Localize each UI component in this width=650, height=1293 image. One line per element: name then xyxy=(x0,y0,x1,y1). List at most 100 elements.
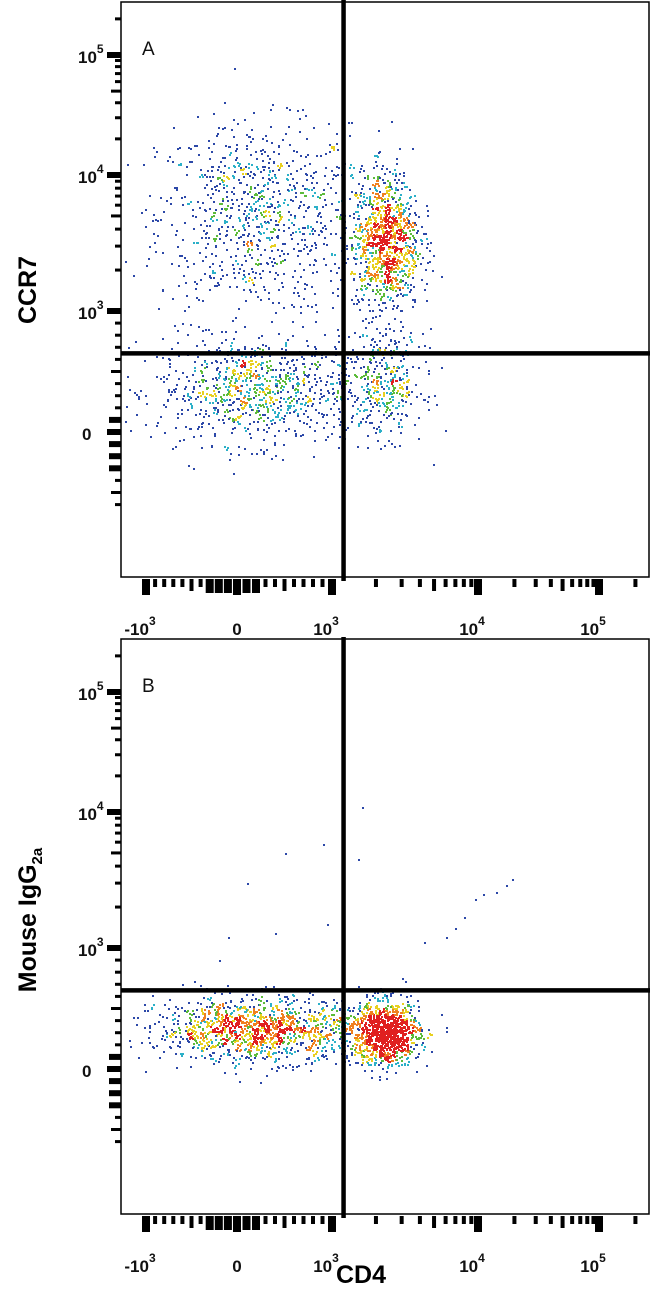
event-dot xyxy=(376,344,378,346)
event-dot xyxy=(237,1044,239,1046)
event-dot xyxy=(324,334,326,336)
event-dot xyxy=(320,1023,322,1025)
event-dot xyxy=(391,269,393,271)
event-dot xyxy=(398,426,400,428)
event-dot xyxy=(248,1033,250,1035)
event-dot xyxy=(182,398,184,400)
event-dot xyxy=(260,1044,262,1046)
event-dot xyxy=(310,1020,312,1022)
event-dot xyxy=(249,1043,251,1045)
event-dot xyxy=(397,268,399,270)
event-dot xyxy=(156,151,158,153)
event-dot xyxy=(246,184,248,186)
event-dot xyxy=(351,122,353,124)
event-dot xyxy=(277,165,279,167)
event-dot xyxy=(372,355,374,357)
event-dot xyxy=(403,337,405,339)
event-dot xyxy=(368,244,370,246)
event-dot xyxy=(249,414,251,416)
event-dot xyxy=(263,397,265,399)
event-dot xyxy=(258,384,260,386)
event-dot xyxy=(210,1039,212,1041)
event-dot xyxy=(337,174,339,176)
event-dot xyxy=(214,393,216,395)
event-dot xyxy=(411,1015,413,1017)
event-dot xyxy=(238,205,240,207)
event-dot xyxy=(244,375,246,377)
event-dot xyxy=(436,404,438,406)
event-dot xyxy=(386,403,388,405)
event-dot xyxy=(321,1050,323,1052)
event-dot xyxy=(389,398,391,400)
event-dot xyxy=(351,395,353,397)
event-dot xyxy=(348,391,350,393)
event-dot xyxy=(222,1003,224,1005)
event-dot xyxy=(243,373,245,375)
event-dot xyxy=(270,1020,272,1022)
event-dot xyxy=(333,174,335,176)
event-dot xyxy=(396,230,398,232)
event-dot xyxy=(223,180,225,182)
event-dot xyxy=(221,269,223,271)
event-dot xyxy=(336,1010,338,1012)
event-dot xyxy=(203,997,205,999)
event-dot xyxy=(352,1045,354,1047)
event-dot xyxy=(281,1039,283,1041)
event-dot xyxy=(292,1020,294,1022)
event-dot xyxy=(292,1066,294,1068)
event-dot xyxy=(250,380,252,382)
event-dot xyxy=(363,410,365,412)
event-dot xyxy=(230,384,232,386)
event-dot xyxy=(401,188,403,190)
event-dot xyxy=(197,1002,199,1004)
event-dot xyxy=(398,210,400,212)
event-dot xyxy=(272,1007,274,1009)
event-dot xyxy=(130,1046,132,1048)
event-dot xyxy=(413,237,415,239)
event-dot xyxy=(292,335,294,337)
event-dot xyxy=(216,285,218,287)
y-tick-mark xyxy=(115,227,121,231)
event-dot xyxy=(217,409,219,411)
event-dot xyxy=(397,413,399,415)
event-dot xyxy=(279,1040,281,1042)
event-dot xyxy=(248,280,250,282)
event-dot xyxy=(195,1031,197,1033)
event-dot xyxy=(201,1050,203,1052)
event-dot xyxy=(405,282,407,284)
event-dot xyxy=(234,277,236,279)
event-dot xyxy=(347,1023,349,1025)
event-dot xyxy=(249,277,251,279)
event-dot xyxy=(359,336,361,338)
event-dot xyxy=(392,228,394,230)
event-dot xyxy=(216,379,218,381)
event-dot xyxy=(369,196,371,198)
event-dot xyxy=(403,237,405,239)
event-dot xyxy=(346,248,348,250)
event-dot xyxy=(247,235,249,237)
event-dot xyxy=(252,177,254,179)
event-dot xyxy=(362,320,364,322)
event-dot xyxy=(251,196,253,198)
event-dot xyxy=(205,1036,207,1038)
event-dot xyxy=(235,378,237,380)
event-dot xyxy=(269,1041,271,1043)
y-tick-mark xyxy=(109,453,121,460)
event-dot xyxy=(407,284,409,286)
event-dot xyxy=(375,221,377,223)
event-dot xyxy=(268,167,270,169)
event-dot xyxy=(252,363,254,365)
event-dot xyxy=(186,1038,188,1040)
event-dot xyxy=(246,1033,248,1035)
event-dot xyxy=(315,171,317,173)
event-dot xyxy=(406,246,408,248)
event-dot xyxy=(389,189,391,191)
x-tick-mark xyxy=(311,579,315,587)
event-dot xyxy=(312,233,314,235)
x-tick-mark xyxy=(214,579,223,593)
event-dot xyxy=(345,368,347,370)
event-dot xyxy=(350,358,352,360)
event-dot xyxy=(359,1005,361,1007)
event-dot xyxy=(255,272,257,274)
event-dot xyxy=(410,339,412,341)
